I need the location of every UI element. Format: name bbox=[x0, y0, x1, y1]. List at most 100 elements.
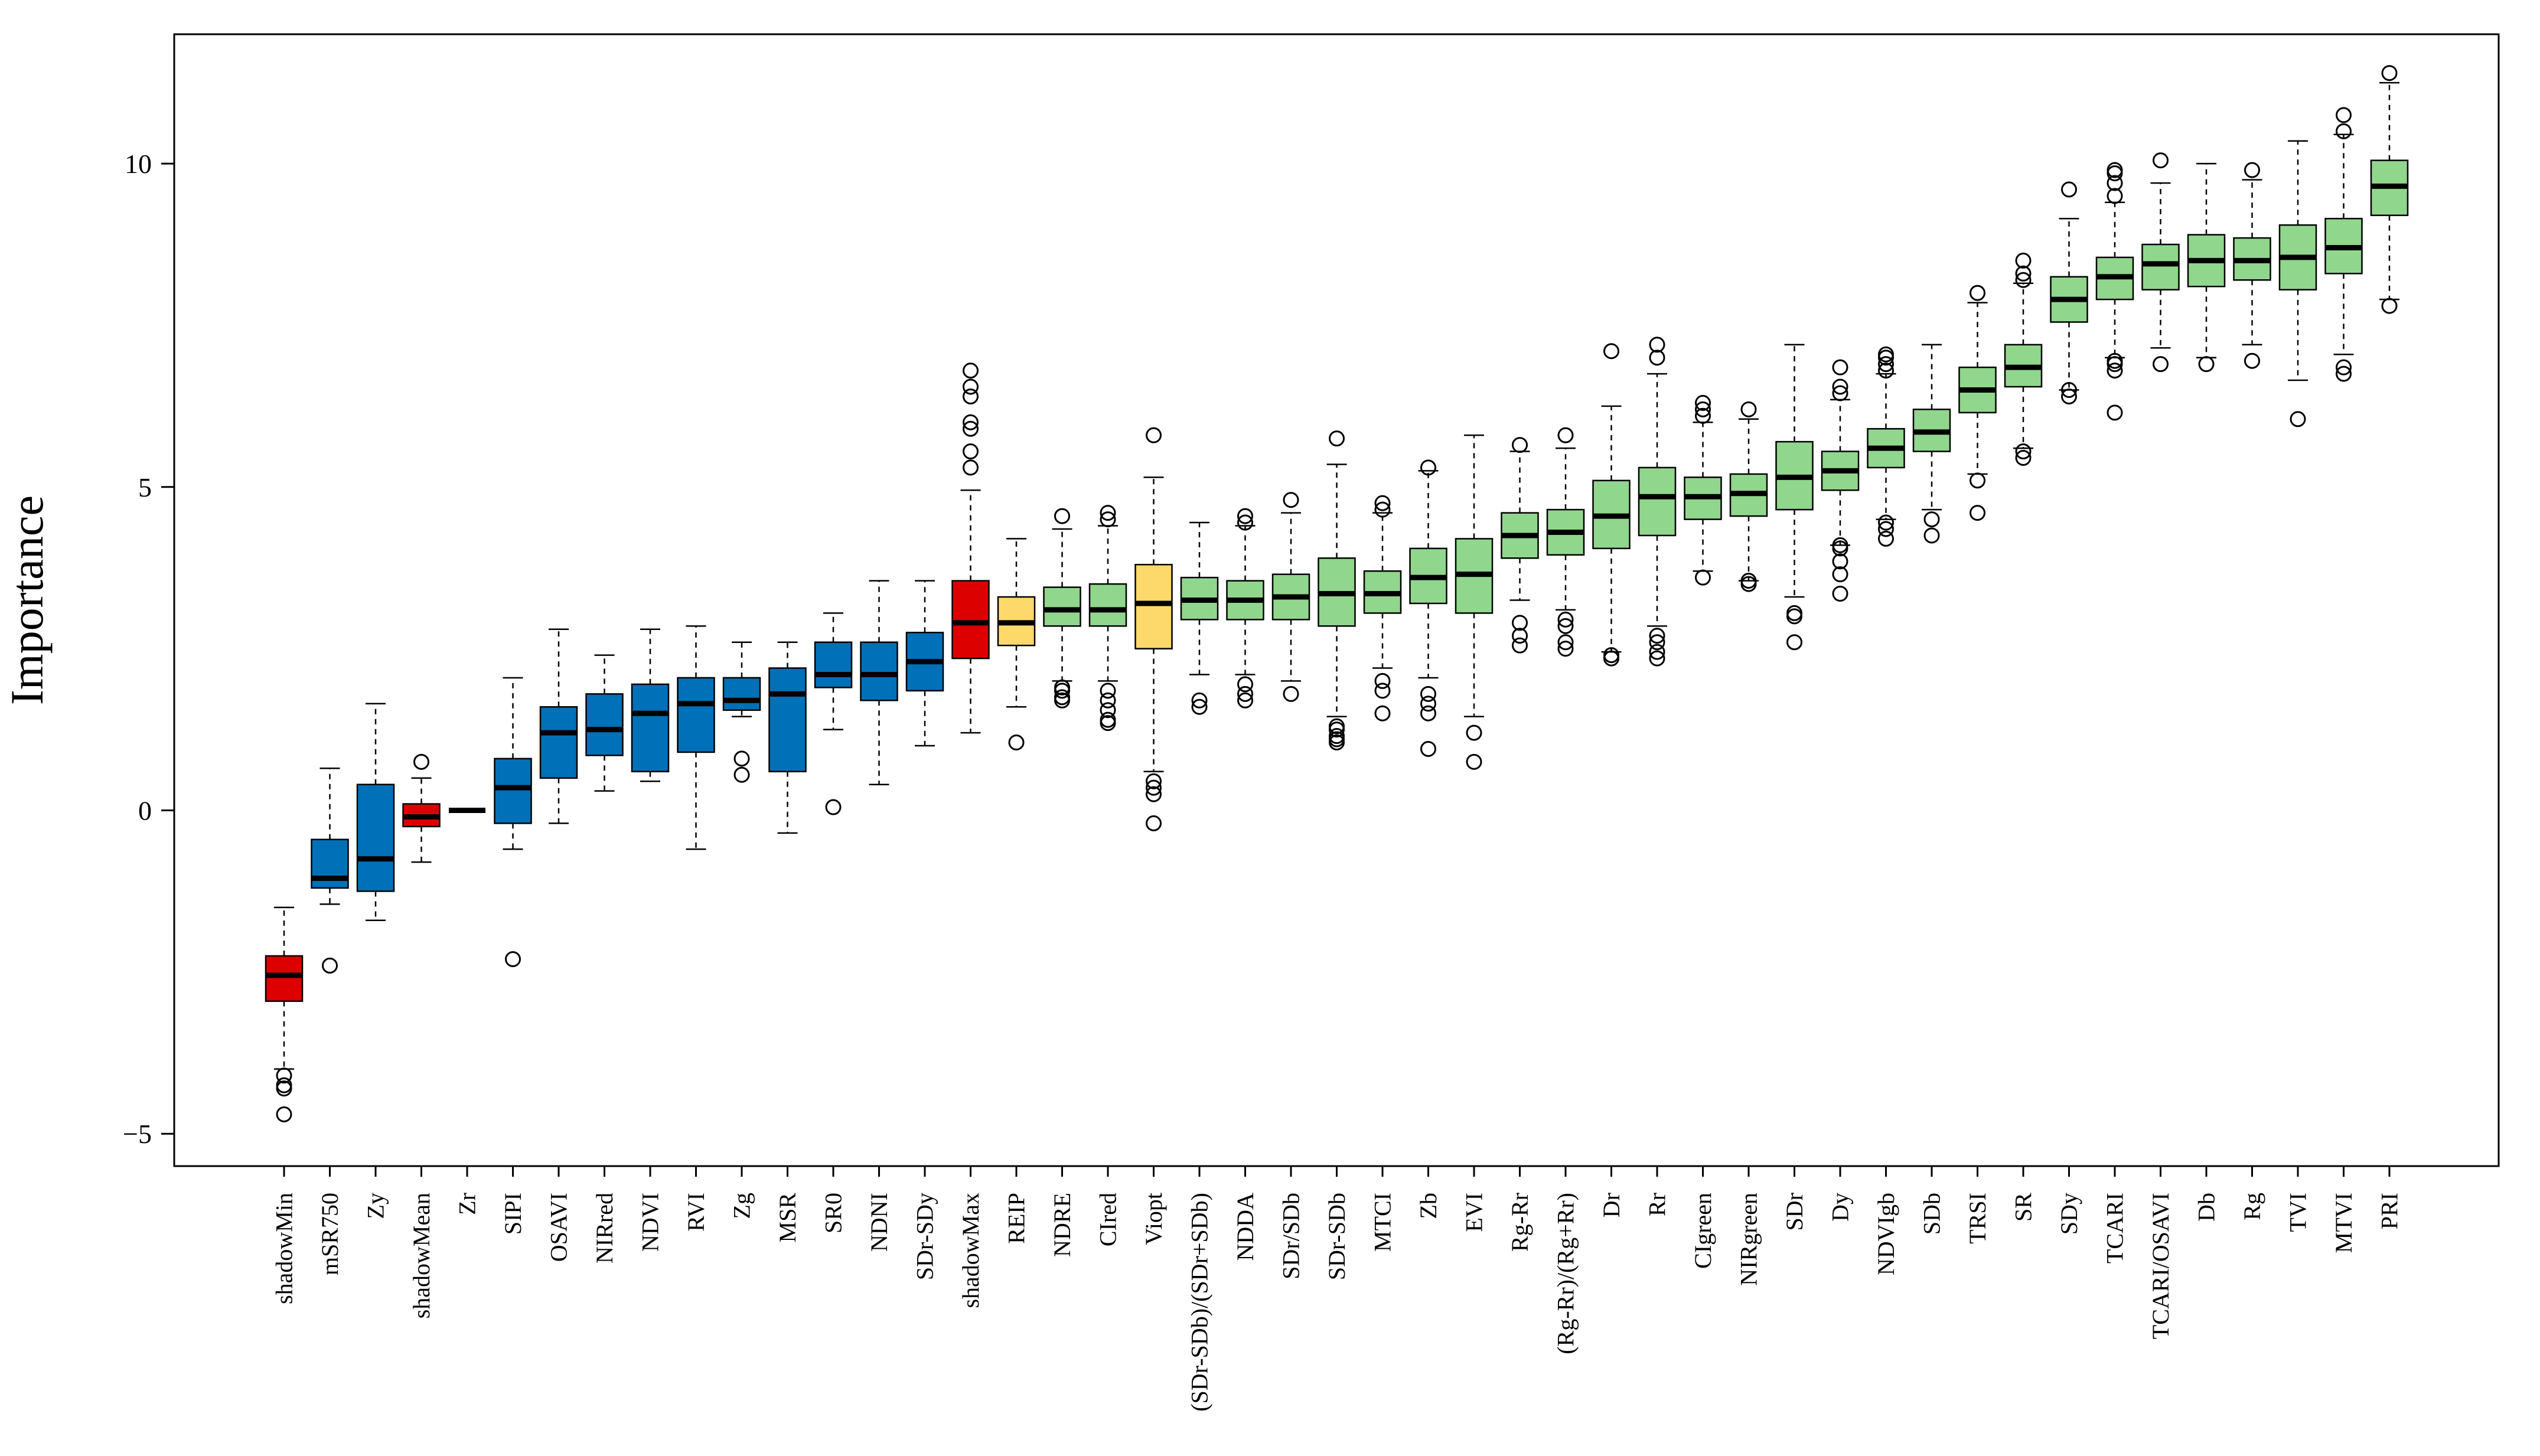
outlier-point bbox=[2336, 123, 2352, 139]
x-tick-label: mSR750 bbox=[317, 1193, 343, 1275]
outlier-point bbox=[1237, 685, 1253, 702]
x-tick-label: NDDA bbox=[1232, 1193, 1258, 1261]
outlier-point bbox=[1146, 779, 1162, 796]
outlier-point bbox=[1786, 605, 1802, 621]
outlier-point bbox=[1695, 569, 1711, 586]
box-body bbox=[494, 758, 532, 824]
box-Rg bbox=[2233, 162, 2271, 369]
plot-frame bbox=[173, 33, 2500, 1167]
outlier-point bbox=[1191, 692, 1208, 709]
x-tick-label: Dy bbox=[1827, 1193, 1854, 1222]
outlier-point bbox=[276, 1080, 292, 1097]
outlier-point bbox=[1970, 472, 1985, 489]
outlier-point bbox=[2107, 162, 2123, 178]
outlier-point bbox=[1100, 711, 1116, 728]
x-category-labels: shadowMin mSR750 Zy shadowMean Zr SIPI OSAVI NI… bbox=[271, 1166, 2403, 1412]
outlier-point bbox=[1557, 611, 1574, 628]
outlier-point bbox=[1878, 530, 1894, 547]
x-tick-label: NDNI bbox=[866, 1193, 892, 1252]
outlier-point bbox=[322, 957, 338, 974]
outlier-point bbox=[2290, 411, 2306, 427]
box-NIRgreen bbox=[1729, 401, 1768, 592]
x-tick-label: TCARI bbox=[2102, 1193, 2128, 1264]
outlier-point bbox=[1695, 407, 1711, 424]
x-tick-label: PRI bbox=[2376, 1193, 2403, 1229]
box-body bbox=[814, 641, 853, 688]
outlier-point bbox=[1557, 634, 1574, 651]
outlier-point bbox=[2015, 450, 2032, 466]
outlier-point bbox=[1649, 628, 1665, 644]
outlier-point bbox=[1008, 734, 1025, 750]
box-Viopt bbox=[1134, 427, 1173, 831]
outlier-point bbox=[276, 1077, 292, 1093]
y-tick-label: 5 bbox=[138, 472, 152, 502]
outlier-point bbox=[2107, 363, 2123, 379]
outlier-point bbox=[1100, 683, 1116, 699]
box-body bbox=[1043, 586, 1081, 627]
box-MSR bbox=[768, 641, 807, 834]
x-tick-label: NDVI bbox=[637, 1193, 664, 1252]
x-tick-label: SDr-SDb bbox=[1323, 1193, 1350, 1280]
box-body bbox=[768, 667, 807, 773]
box-body bbox=[539, 706, 578, 779]
x-tick-label: SDr bbox=[1781, 1193, 1808, 1230]
x-tick-label: shadowMean bbox=[408, 1193, 435, 1318]
outlier-point bbox=[1740, 401, 1757, 417]
box-body bbox=[2141, 243, 2180, 290]
x-tick-label: NDRE bbox=[1049, 1193, 1075, 1257]
box-MTVI bbox=[2324, 107, 2363, 382]
boxes-layer bbox=[265, 65, 2409, 1122]
box-SR bbox=[2004, 252, 2043, 466]
box-body bbox=[356, 784, 395, 892]
x-tick-label: MSR bbox=[774, 1193, 801, 1243]
outlier-point bbox=[1649, 634, 1665, 651]
outlier-point bbox=[1146, 773, 1162, 789]
x-tick-label: Viopt bbox=[1140, 1193, 1167, 1245]
box-NDVIgb bbox=[1867, 346, 1905, 547]
box-body bbox=[265, 955, 304, 1002]
outlier-point bbox=[963, 388, 979, 404]
x-tick-label: CIred bbox=[1095, 1193, 1121, 1246]
x-tick-label: SR bbox=[2010, 1193, 2037, 1222]
outlier-point bbox=[1603, 647, 1619, 664]
outlier-point bbox=[2381, 65, 2398, 81]
outlier-point bbox=[1878, 356, 1894, 373]
outlier-point bbox=[1878, 521, 1894, 537]
box-SIPI bbox=[494, 677, 532, 967]
box-REIP bbox=[997, 538, 1036, 750]
box-OSAVI bbox=[539, 628, 578, 824]
outlier-point bbox=[276, 1067, 292, 1084]
box-SDr-SDb bbox=[1318, 430, 1356, 750]
outlier-point bbox=[1832, 359, 1848, 376]
box-shadowMax bbox=[951, 363, 990, 734]
outlier-point bbox=[2153, 152, 2169, 169]
outlier-point bbox=[2107, 188, 2123, 204]
outlier-point bbox=[1237, 508, 1253, 524]
outlier-point bbox=[1329, 728, 1345, 745]
box-RVI bbox=[677, 625, 715, 850]
outlier-point bbox=[1832, 566, 1848, 583]
outlier-point bbox=[1786, 608, 1802, 625]
outlier-point bbox=[1420, 705, 1436, 722]
box-NDNI bbox=[860, 580, 898, 785]
box-PRI bbox=[2370, 65, 2409, 314]
box-TRSI bbox=[1958, 285, 1997, 521]
outlier-point bbox=[2015, 443, 2032, 460]
outlier-point bbox=[1374, 672, 1391, 689]
outlier-point bbox=[1374, 501, 1391, 518]
x-tick-label: Rg-Rr bbox=[1507, 1193, 1533, 1252]
box-Zg bbox=[722, 641, 761, 783]
outlier-point bbox=[1329, 718, 1345, 734]
x-tick-label: NDVIgb bbox=[1873, 1193, 1899, 1275]
outlier-point bbox=[2153, 356, 2169, 373]
outlier-point bbox=[733, 766, 750, 783]
box-Rr bbox=[1638, 337, 1677, 667]
outlier-point bbox=[963, 414, 979, 430]
box-NDVI bbox=[631, 628, 670, 782]
x-tick-label: TVI bbox=[2285, 1193, 2311, 1232]
y-tick-label: 0 bbox=[138, 796, 152, 826]
x-tick-label: SIPI bbox=[500, 1193, 526, 1235]
box-body bbox=[860, 641, 898, 701]
box-NDRE bbox=[1043, 508, 1081, 709]
